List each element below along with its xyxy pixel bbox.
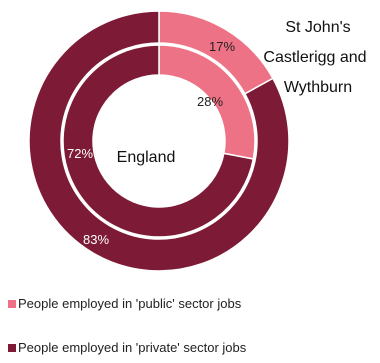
legend-swatch-private bbox=[8, 344, 16, 352]
inner-slice-private bbox=[62, 44, 255, 238]
inner-ring-name: England bbox=[117, 149, 176, 166]
legend-swatch-public bbox=[8, 300, 16, 308]
inner-label-public: 28% bbox=[197, 94, 223, 109]
inner-ring bbox=[62, 44, 256, 238]
legend-label-public: People employed in 'public' sector jobs bbox=[18, 296, 242, 311]
outer-slice-private bbox=[28, 10, 290, 272]
legend-label-private: People employed in 'private' sector jobs bbox=[18, 340, 247, 355]
legend-item-private: People employed in 'private' sector jobs bbox=[8, 340, 246, 355]
outer-ring-name: St John's Castlerigg and Wythburn bbox=[263, 19, 366, 96]
outer-ring bbox=[28, 10, 290, 272]
inner-label-private: 72% bbox=[67, 146, 93, 161]
outer-label-public: 17% bbox=[209, 39, 235, 54]
data-labels: 17% 83% 28% 72% bbox=[67, 39, 235, 247]
outer-label-private: 83% bbox=[83, 232, 109, 247]
legend-item-public: People employed in 'public' sector jobs bbox=[8, 296, 241, 311]
